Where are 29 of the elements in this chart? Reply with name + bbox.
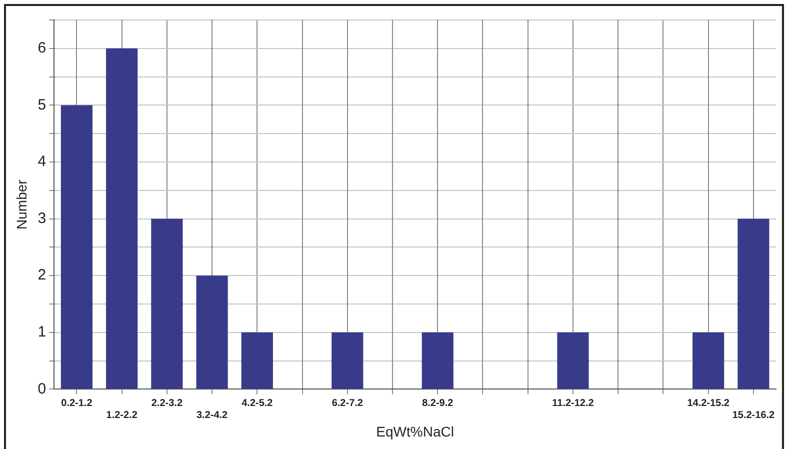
- y-tick-label: 2: [38, 266, 46, 284]
- bar: [151, 218, 183, 389]
- y-tick-label: 1: [38, 324, 46, 341]
- x-tick-label: 2.2-3.2: [151, 398, 183, 409]
- bar: [241, 332, 273, 389]
- y-tick-label: 6: [38, 40, 46, 57]
- bar: [422, 332, 454, 389]
- x-tick-label: 0.2-1.2: [61, 398, 93, 409]
- y-tick-label: 4: [38, 153, 46, 170]
- x-tick-label: 14.2-15.2: [687, 398, 730, 409]
- x-axis-title: EqWt%NaCl: [376, 423, 454, 440]
- bar: [692, 332, 724, 389]
- bar: [332, 332, 364, 389]
- y-tick-label: 0: [38, 380, 46, 398]
- x-tick-label: 15.2-16.2: [732, 410, 776, 421]
- x-tick-label: 4.2-5.2: [242, 398, 274, 409]
- bar: [60, 105, 92, 389]
- x-tick-label: 8.2-9.2: [422, 398, 454, 409]
- bar: [196, 276, 228, 389]
- y-axis-title: Number: [13, 179, 30, 230]
- x-tick-label: 1.2-2.2: [106, 410, 138, 421]
- bar: [106, 48, 138, 389]
- x-tick-label: 3.2-4.2: [196, 410, 228, 421]
- x-tick-label: 11.2-12.2: [552, 398, 594, 409]
- y-tick-label: 5: [38, 96, 46, 114]
- bar: [557, 332, 589, 389]
- y-tick-label: 3: [38, 210, 46, 227]
- x-tick-label: 6.2-7.2: [332, 398, 364, 409]
- bar: [738, 218, 770, 389]
